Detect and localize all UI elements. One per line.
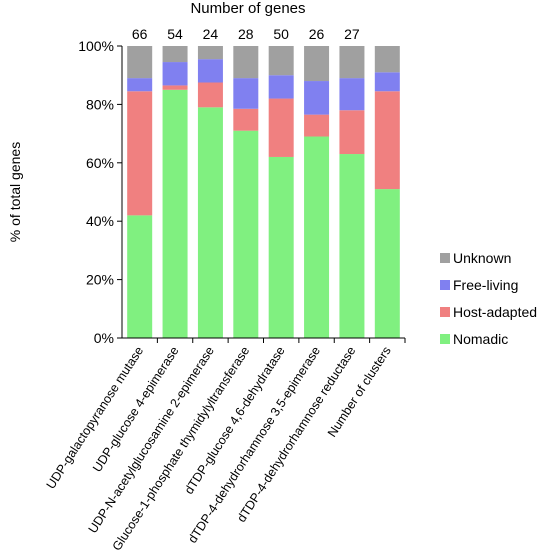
bar-segment-unknown bbox=[162, 46, 188, 63]
bars bbox=[127, 46, 400, 338]
bar-segment-unknown bbox=[268, 46, 294, 76]
bar-segment-unknown bbox=[233, 46, 259, 79]
bar-segment-nomadic bbox=[197, 107, 223, 338]
bar-segment-unknown bbox=[339, 46, 365, 79]
bar-segment-nomadic bbox=[268, 156, 294, 338]
legend-swatch bbox=[440, 307, 450, 317]
bar-segment-free-living bbox=[127, 78, 153, 92]
y-tick-label: 40% bbox=[86, 213, 114, 229]
y-axis-ticks: 0% 20% 40% 60% 80% 100% bbox=[78, 38, 122, 346]
gene-count-label: 54 bbox=[167, 26, 183, 42]
gene-count-label: 50 bbox=[273, 26, 289, 42]
bar-segment-nomadic bbox=[233, 130, 259, 338]
bar-segment-host-adapted bbox=[304, 114, 330, 137]
bar-segment-nomadic bbox=[162, 89, 188, 338]
y-tick-label: 100% bbox=[78, 38, 114, 54]
bar-segment-host-adapted bbox=[268, 98, 294, 157]
legend-label: Free-living bbox=[453, 277, 518, 293]
gene-count-label: 26 bbox=[309, 26, 325, 42]
bar-segment-host-adapted bbox=[197, 82, 223, 108]
legend-label: Host-adapted bbox=[453, 304, 537, 320]
legend-swatch bbox=[440, 253, 450, 263]
bar-segment-unknown bbox=[197, 46, 223, 60]
bar-segment-host-adapted bbox=[233, 108, 259, 131]
y-tick-label: 80% bbox=[86, 96, 114, 112]
bar-segment-host-adapted bbox=[162, 85, 188, 90]
bar-segment-free-living bbox=[233, 78, 259, 109]
gene-count-label: 66 bbox=[132, 26, 148, 42]
chart-title: Number of genes bbox=[190, 0, 305, 17]
bar-segment-unknown bbox=[127, 46, 153, 79]
gene-count-label: 24 bbox=[203, 26, 219, 42]
legend: Unknown Free-living Host-adapted Nomadic bbox=[440, 250, 537, 347]
legend-label: Nomadic bbox=[453, 331, 508, 347]
legend-swatch bbox=[440, 334, 450, 344]
bar-segment-free-living bbox=[197, 59, 223, 83]
bar-segment-host-adapted bbox=[339, 110, 365, 155]
bar-segment-free-living bbox=[374, 72, 400, 92]
y-tick-label: 0% bbox=[94, 330, 114, 346]
gene-counts: 66 54 24 28 50 26 27 bbox=[132, 26, 360, 42]
legend-swatch bbox=[440, 280, 450, 290]
y-tick-label: 20% bbox=[86, 272, 114, 288]
y-axis-label: % of total genes bbox=[7, 142, 23, 242]
bar-segment-unknown bbox=[304, 46, 330, 82]
gene-count-label: 27 bbox=[344, 26, 360, 42]
bar-segment-nomadic bbox=[339, 154, 365, 338]
y-tick-label: 60% bbox=[86, 155, 114, 171]
bar-segment-host-adapted bbox=[127, 91, 153, 216]
bar-segment-nomadic bbox=[127, 215, 153, 338]
category-label: dTDP-4-dehydrorhamnose 3,5-epimerase bbox=[185, 344, 323, 546]
legend-label: Unknown bbox=[453, 250, 511, 266]
bar-segment-nomadic bbox=[304, 136, 330, 338]
bar-segment-free-living bbox=[304, 81, 330, 115]
bar-segment-unknown bbox=[374, 46, 400, 73]
bar-segment-free-living bbox=[162, 62, 188, 86]
category-label: Number of clusters bbox=[325, 344, 394, 440]
bar-segment-nomadic bbox=[374, 189, 400, 338]
bar-segment-free-living bbox=[268, 75, 294, 99]
gene-count-label: 28 bbox=[238, 26, 254, 42]
bar-segment-host-adapted bbox=[374, 91, 400, 190]
bar-segment-free-living bbox=[339, 78, 365, 111]
axes bbox=[121, 46, 406, 343]
